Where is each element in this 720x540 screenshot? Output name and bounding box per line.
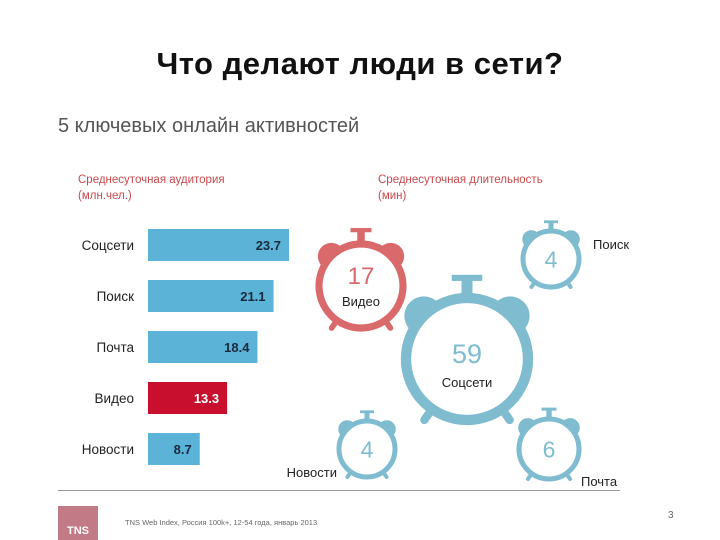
clock-value-2: 59 bbox=[452, 339, 482, 369]
audience-header: Среднесуточная аудитория (млн.чел.) bbox=[78, 172, 225, 204]
page-title: Что делают люди в сети? bbox=[156, 46, 564, 81]
clock-face-3 bbox=[336, 418, 398, 480]
alarm-clock-2: 59 Соцсети bbox=[400, 274, 534, 426]
bar-value-0: 23.7 bbox=[256, 238, 281, 253]
page-number: 3 bbox=[668, 510, 674, 521]
clock-handle-4 bbox=[541, 407, 557, 411]
clock-name-0: Видео bbox=[342, 294, 380, 309]
clock-name-2: Соцсети bbox=[442, 375, 492, 390]
bar-category-3: Видео bbox=[95, 391, 134, 406]
clock-value-0: 17 bbox=[348, 263, 375, 290]
audience-header-line2: (млн.чел.) bbox=[78, 190, 132, 202]
bar-value-4: 8.7 bbox=[174, 442, 192, 457]
bar-4 bbox=[148, 433, 200, 465]
clock-face-2 bbox=[400, 292, 534, 426]
clock-name-1: Поиск bbox=[593, 237, 629, 252]
bar-value-1: 21.1 bbox=[240, 289, 265, 304]
clock-handle-0 bbox=[350, 228, 372, 233]
clock-handle-2 bbox=[451, 274, 483, 281]
clock-value-3: 4 bbox=[361, 436, 374, 462]
bar-1 bbox=[148, 280, 274, 312]
clock-handle-3 bbox=[360, 410, 374, 414]
clock-knob-1 bbox=[548, 222, 554, 232]
bar-0 bbox=[148, 229, 289, 261]
subtitle: 5 ключевых онлайн активностей bbox=[58, 115, 360, 137]
bar-value-3: 13.3 bbox=[194, 391, 219, 406]
clock-value-4: 6 bbox=[543, 436, 556, 462]
alarm-clock-1: 4 Поиск bbox=[520, 220, 629, 290]
bar-category-2: Почта bbox=[97, 340, 135, 355]
audience-header-line1: Среднесуточная аудитория bbox=[78, 174, 225, 186]
alarm-clock-4: 6 Почта bbox=[516, 407, 618, 489]
bar-3 bbox=[148, 382, 228, 414]
alarm-clock-3: 4 Новости bbox=[287, 410, 398, 480]
duration-header-line1: Среднесуточная длительность bbox=[378, 174, 543, 186]
alarm-clock-0: 17 Видео bbox=[315, 228, 407, 332]
clock-knob-3 bbox=[364, 412, 370, 422]
clock-name-3: Новости bbox=[287, 465, 337, 480]
clock-face-4 bbox=[516, 416, 582, 482]
tns-logo: TNS bbox=[58, 506, 98, 540]
bar-value-2: 18.4 bbox=[224, 340, 250, 355]
clock-knob-0 bbox=[357, 230, 365, 246]
source-note: TNS Web Index, Россия 100k+, 12-54 года,… bbox=[125, 518, 318, 527]
bar-category-4: Новости bbox=[82, 442, 134, 457]
clock-value-1: 4 bbox=[545, 246, 558, 272]
bar-category-1: Поиск bbox=[97, 289, 135, 304]
clock-name-4: Почта bbox=[581, 474, 618, 489]
duration-header-line2: (мин) bbox=[378, 190, 407, 202]
bar-category-0: Соцсети bbox=[82, 238, 134, 253]
clock-face-1 bbox=[520, 228, 582, 290]
clock-knob-2 bbox=[461, 278, 473, 300]
duration-header: Среднесуточная длительность (мин) bbox=[378, 172, 543, 204]
clock-knob-4 bbox=[546, 409, 552, 420]
clock-face-0 bbox=[315, 240, 407, 332]
bar-2 bbox=[148, 331, 258, 363]
clock-handle-1 bbox=[544, 220, 558, 224]
footer-divider bbox=[58, 490, 620, 491]
